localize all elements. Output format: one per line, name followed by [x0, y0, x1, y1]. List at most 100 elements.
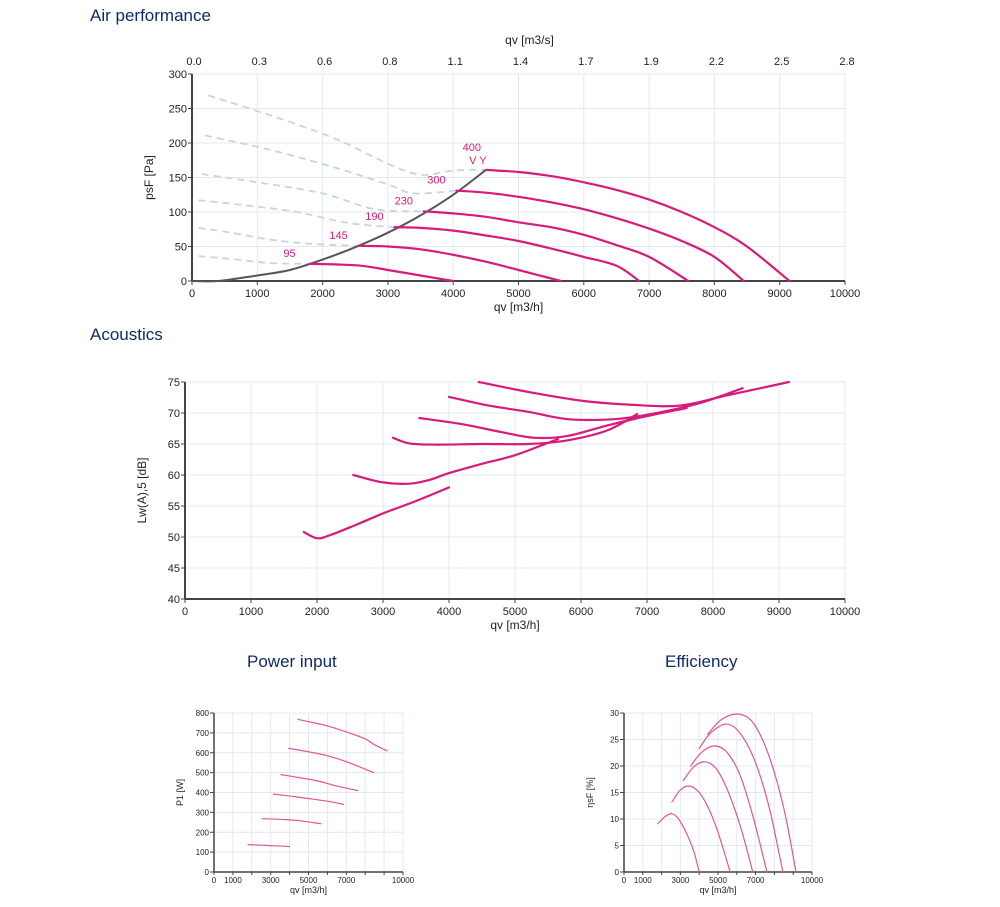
- air-curve-230: [422, 210, 690, 283]
- air-xtick-label: 6000: [572, 288, 596, 300]
- efficiency-y-axis-label: ηsF [%]: [585, 777, 595, 808]
- air-xtick-label: 8000: [702, 288, 726, 300]
- efficiency-xtick-label: 5000: [709, 876, 727, 885]
- air-x2tick-label: 2.8: [839, 56, 854, 68]
- air-dashed-curve-ext-190: [198, 199, 395, 229]
- air-x2tick-label: 1.9: [643, 56, 658, 68]
- air-system-curve: [191, 169, 487, 283]
- efficiency-curve-300: [698, 723, 784, 873]
- acoustics-xtick-label: 1000: [239, 606, 263, 618]
- efficiency-xtick-label: 0: [622, 876, 627, 885]
- power-xtick-label: 3000: [262, 876, 280, 885]
- acoustics-ytick-label: 60: [168, 470, 180, 482]
- air-curve-95: [308, 262, 455, 283]
- power-xtick-label: 0: [212, 876, 217, 885]
- air-dashed-curve-ext-145: [198, 227, 359, 247]
- power-ytick-label: 100: [196, 848, 210, 857]
- air-curve-label-vy: V Y: [469, 155, 487, 167]
- air-x2tick-label: 2.5: [774, 56, 789, 68]
- acoustics-chart: 40 45 50 55 60 65 70 75 0 1000 2000 3000 4000 5000 600…: [135, 377, 860, 632]
- air-curve-label: 230: [395, 195, 413, 207]
- air-curve-label: 300: [427, 175, 445, 187]
- power-curve-190: [272, 793, 345, 805]
- acoustics-ytick-label: 45: [168, 563, 180, 575]
- efficiency-xtick-label: 7000: [747, 876, 765, 885]
- efficiency-ytick-label: 10: [610, 815, 619, 824]
- air-x2tick-label: 0.6: [317, 56, 332, 68]
- air-dashed-curve-ext-95: [198, 255, 310, 265]
- power-ytick-label: 300: [196, 808, 210, 817]
- power-y-axis-label: P1 [W]: [175, 779, 185, 806]
- air-x2tick-label: 1.4: [513, 56, 528, 68]
- acoustics-x-axis-label: qv [m3/h]: [490, 618, 539, 632]
- air-y-axis-label: psF [Pa]: [142, 155, 156, 200]
- acoustics-ytick-label: 40: [168, 594, 180, 606]
- power-ytick-label: 800: [196, 709, 210, 718]
- power-curve-95: [247, 844, 291, 848]
- efficiency-chart: 0 5 10 15 20 25 30 0 1000 3000 5000 7000 10000 qv [m3…: [585, 709, 824, 895]
- efficiency-curve-400: [707, 713, 797, 873]
- acoustics-curve-190: [391, 413, 639, 446]
- air-x-axis-label: qv [m3/h]: [494, 300, 543, 314]
- power-xtick-label: 5000: [300, 876, 318, 885]
- acoustics-curve-95: [302, 486, 451, 540]
- efficiency-ytick-label: 15: [610, 789, 619, 798]
- air-x2tick-label: 0.8: [382, 56, 397, 68]
- acoustics-xtick-label: 5000: [503, 606, 527, 618]
- power-curve-145: [261, 818, 322, 825]
- acoustics-xtick-label: 8000: [701, 606, 725, 618]
- air-xtick-label: 1000: [245, 288, 269, 300]
- acoustics-ytick-label: 70: [168, 408, 180, 420]
- efficiency-xtick-label: 10000: [801, 876, 824, 885]
- power-input-title: Power input: [247, 652, 337, 671]
- acoustics-xtick-label: 9000: [767, 606, 791, 618]
- acoustics-xtick-label: 7000: [635, 606, 659, 618]
- power-ytick-label: 200: [196, 828, 210, 837]
- acoustics-xtick-label: 4000: [437, 606, 461, 618]
- air-curve-190: [393, 226, 641, 283]
- power-xtick-label: 10000: [392, 876, 415, 885]
- efficiency-xtick-label: 1000: [634, 876, 652, 885]
- air-xtick-label: 0: [189, 288, 195, 300]
- air-curve-label: 400: [463, 142, 481, 154]
- air-xtick-label: 5000: [506, 288, 530, 300]
- power-ytick-label: 400: [196, 789, 210, 798]
- acoustics-curve-230: [418, 406, 688, 440]
- air-dashed-curve-ext-230: [201, 173, 424, 213]
- air-xtick-label: 7000: [637, 288, 661, 300]
- air-xtick-label: 10000: [830, 288, 861, 300]
- power-curve-400: [297, 718, 388, 752]
- air-curve-145: [357, 244, 562, 283]
- air-xtick-label: 2000: [310, 288, 334, 300]
- acoustics-xtick-label: 0: [182, 606, 188, 618]
- efficiency-curve-145: [671, 785, 731, 873]
- air-curve-300: [455, 189, 745, 283]
- air-ytick-label: 100: [169, 207, 187, 219]
- air-xtick-label: 3000: [376, 288, 400, 300]
- power-ytick-label: 0: [205, 868, 210, 877]
- efficiency-ytick-label: 0: [615, 868, 620, 877]
- air-performance-title: Air performance: [90, 6, 211, 25]
- acoustics-ytick-label: 65: [168, 439, 180, 451]
- air-curve-label: 190: [365, 211, 383, 223]
- efficiency-x-axis-label: qv [m3/h]: [699, 885, 736, 895]
- air-ytick-label: 0: [181, 276, 187, 288]
- acoustics-curve-145: [352, 437, 559, 485]
- power-chart: 0 100 200 300 400 500 600 700 800 0 1000 3000 5000 70…: [175, 709, 415, 895]
- air-xtick-label: 4000: [441, 288, 465, 300]
- efficiency-curve-190: [682, 761, 754, 873]
- air-ytick-label: 300: [169, 69, 187, 81]
- efficiency-ytick-label: 25: [610, 736, 619, 745]
- air-ytick-label: 200: [169, 138, 187, 150]
- power-ytick-label: 600: [196, 749, 210, 758]
- acoustics-title: Acoustics: [90, 325, 163, 344]
- air-curve-label: 145: [329, 230, 347, 242]
- acoustics-curve-400: [477, 380, 790, 408]
- power-ytick-label: 700: [196, 729, 210, 738]
- efficiency-ytick-label: 30: [610, 709, 619, 718]
- acoustics-ytick-label: 75: [168, 377, 180, 389]
- acoustics-xtick-label: 3000: [371, 606, 395, 618]
- air-xtick-label: 9000: [767, 288, 791, 300]
- air-x2tick-label: 1.1: [448, 56, 463, 68]
